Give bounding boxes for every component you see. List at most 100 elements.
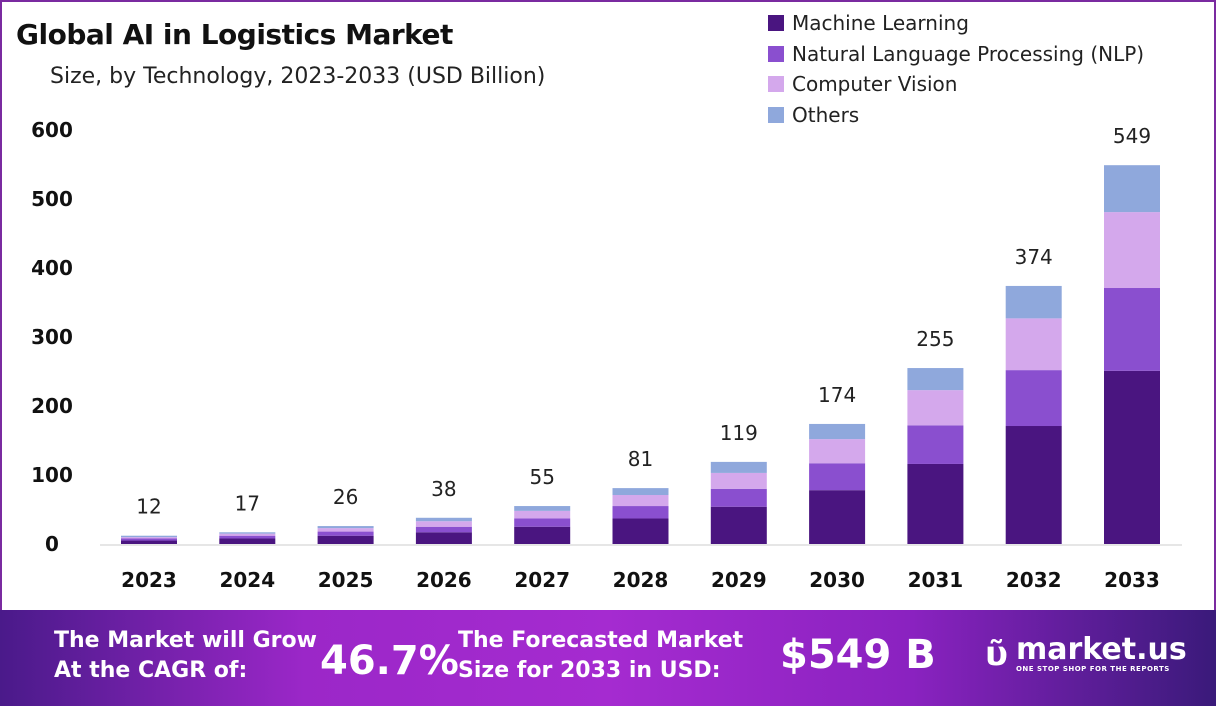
data-label-total: 374 — [1015, 245, 1053, 269]
cagr-value: 46.7% — [320, 638, 459, 684]
bar-segment — [219, 535, 276, 539]
bar-segment — [121, 537, 177, 539]
x-tick-label: 2031 — [908, 568, 964, 592]
bar-segment — [1005, 285, 1062, 319]
logo-tagline: ONE STOP SHOP FOR THE REPORTS — [1015, 665, 1170, 673]
y-tick-label: 300 — [31, 325, 73, 349]
x-tick-label: 2030 — [809, 568, 865, 592]
y-tick-label: 600 — [31, 118, 73, 142]
logo-name: market.us — [1015, 632, 1187, 667]
bar-segment — [317, 535, 374, 544]
plot-area: 0 100 200 300 400 500 600 12 2023 17 2024 26 2025 38 2… — [31, 118, 1182, 592]
x-tick-label: 2024 — [219, 568, 275, 592]
bar-segment — [317, 526, 374, 529]
chart-title: Global AI in Logistics Market — [16, 18, 453, 51]
bar-segment — [1005, 370, 1062, 427]
legend-swatch — [768, 76, 784, 93]
bar-segment — [1104, 288, 1160, 371]
x-tick-label: 2028 — [613, 568, 669, 592]
cagr-label-line1: The Market will Grow — [54, 628, 317, 653]
x-tick-label: 2032 — [1006, 568, 1062, 592]
data-label-total: 26 — [333, 485, 358, 509]
bar-segment — [809, 490, 866, 544]
bar-segment — [219, 532, 276, 534]
bar-segment — [907, 390, 964, 426]
legend-item-others: Others — [768, 100, 1144, 131]
market-us-logo: ῦ market.us ONE STOP SHOP FOR THE REPORT… — [985, 634, 1187, 674]
forecast-label-line1: The Forecasted Market — [458, 628, 744, 653]
legend-item-cv: Computer Vision — [768, 69, 1144, 100]
bar-segment — [317, 528, 374, 532]
bar-segment — [710, 461, 767, 473]
bar-segment — [1104, 165, 1160, 213]
forecast-label: The Forecasted Market Size for 2033 in U… — [458, 626, 743, 686]
bar-segment — [415, 526, 472, 533]
x-tick-label: 2027 — [514, 568, 570, 592]
legend-swatch — [768, 15, 784, 32]
data-label-total: 12 — [136, 495, 161, 519]
x-tick-label: 2026 — [416, 568, 472, 592]
data-label-total: 174 — [818, 383, 856, 407]
bar-segment — [907, 463, 964, 544]
bar-segment — [514, 510, 571, 519]
x-tick-label: 2023 — [121, 568, 177, 592]
bar-segment — [121, 535, 177, 538]
bar-segment — [907, 425, 964, 464]
data-label-total: 119 — [720, 421, 758, 445]
bar-segment — [612, 488, 669, 496]
legend-swatch — [768, 106, 784, 123]
data-label-total: 255 — [916, 327, 954, 351]
bar-segment — [1104, 370, 1160, 544]
data-label-total: 55 — [529, 465, 554, 489]
bar-segment — [1005, 318, 1062, 371]
legend-item-ml: Machine Learning — [768, 8, 1144, 39]
x-tick-label: 2033 — [1104, 568, 1160, 592]
logo-mark-icon: ῦ — [985, 634, 1008, 674]
forecast-label-line2: Size for 2033 in USD: — [458, 658, 721, 683]
data-label-total: 81 — [628, 447, 653, 471]
y-tick-label: 500 — [31, 187, 73, 211]
legend-label: Natural Language Processing (NLP) — [792, 41, 1145, 66]
bar-segment — [514, 518, 571, 527]
legend: Machine Learning Natural Language Proces… — [768, 8, 1144, 130]
y-tick-label: 0 — [45, 532, 59, 556]
x-tick-label: 2025 — [318, 568, 374, 592]
bar-segment — [809, 439, 866, 464]
bar-segment — [1104, 212, 1160, 289]
bar-segment — [809, 423, 866, 440]
bar-segment — [121, 540, 177, 544]
footer-banner: The Market will Grow At the CAGR of: 46.… — [0, 610, 1216, 706]
data-label-total: 549 — [1113, 124, 1151, 148]
bar-segment — [415, 517, 472, 522]
cagr-label: The Market will Grow At the CAGR of: — [54, 626, 317, 686]
bar-segment — [612, 495, 669, 507]
data-label-total: 38 — [431, 477, 456, 501]
y-tick-label: 100 — [31, 463, 73, 487]
bar-segment — [121, 538, 177, 541]
y-tick-label: 400 — [31, 256, 73, 280]
bar-segment — [415, 521, 472, 527]
bar-segment — [415, 532, 472, 544]
legend-label: Machine Learning — [792, 11, 969, 36]
legend-swatch — [768, 45, 784, 62]
legend-label: Computer Vision — [792, 72, 958, 97]
bar-segment — [612, 518, 669, 544]
bar-segment — [514, 506, 571, 511]
forecast-value: $549 B — [780, 632, 936, 678]
bar-segment — [514, 526, 571, 544]
bar-segment — [612, 506, 669, 519]
y-tick-label: 200 — [31, 394, 73, 418]
data-label-total: 17 — [235, 491, 260, 515]
bar-segment — [219, 538, 276, 544]
cagr-label-line2: At the CAGR of: — [54, 658, 248, 683]
bar-segment — [1005, 426, 1062, 544]
bar-segment — [219, 533, 276, 536]
x-tick-label: 2029 — [711, 568, 767, 592]
bar-segment — [907, 368, 964, 391]
bar-segment — [809, 463, 866, 491]
bar-segment — [317, 531, 374, 536]
bar-segment — [710, 488, 767, 507]
legend-item-nlp: Natural Language Processing (NLP) — [768, 39, 1144, 70]
chart-subtitle: Size, by Technology, 2023-2033 (USD Bill… — [50, 64, 546, 89]
legend-label: Others — [792, 102, 860, 127]
